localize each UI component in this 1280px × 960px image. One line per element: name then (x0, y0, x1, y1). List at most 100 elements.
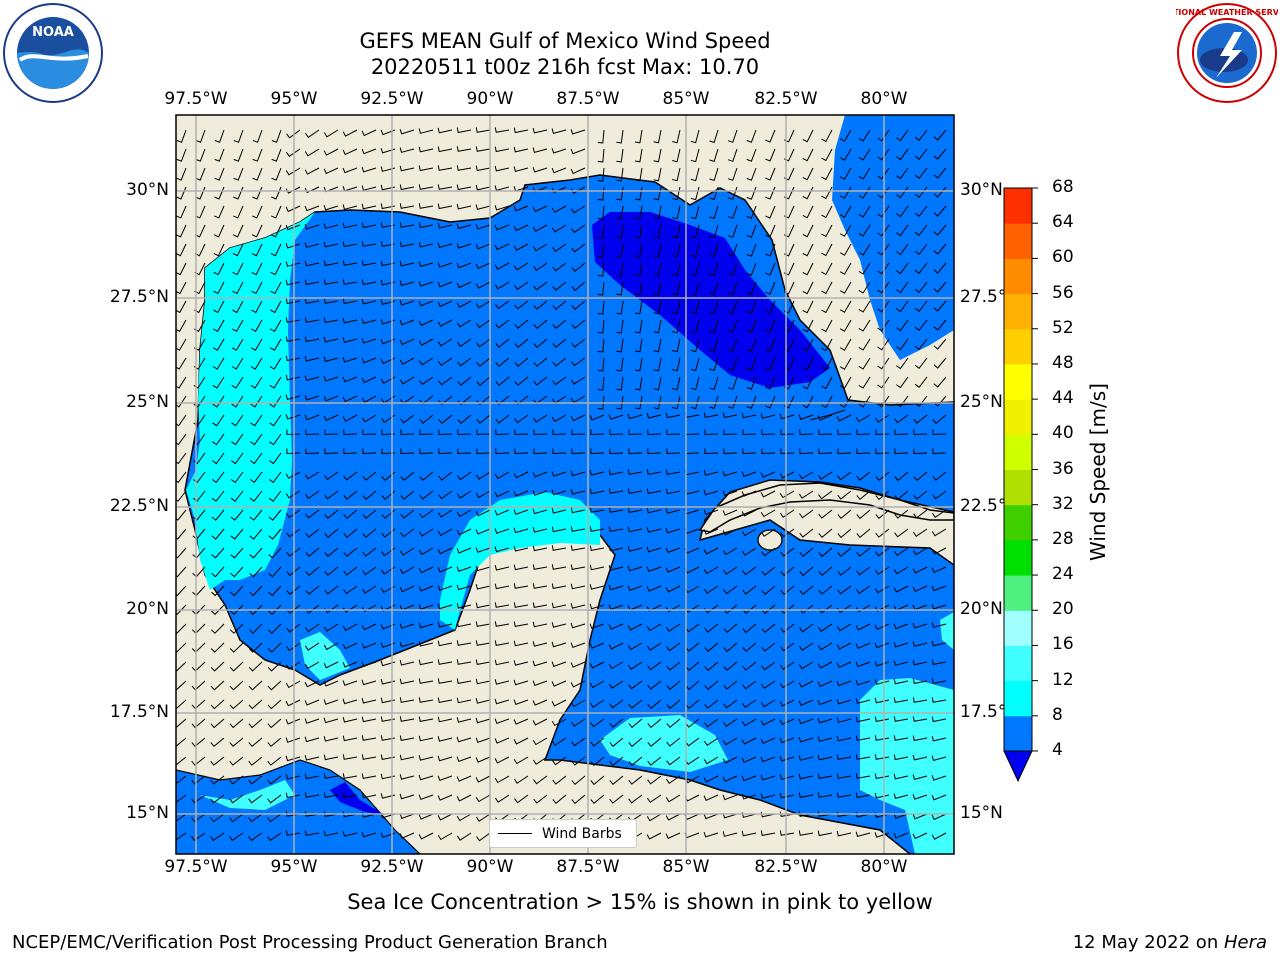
wind-barb (597, 300, 605, 315)
wind-barb (176, 262, 187, 276)
wind-barb (765, 224, 776, 238)
wind-barb (779, 792, 795, 799)
wind-barb (457, 471, 472, 481)
wind-barb (248, 718, 263, 729)
wind-barb (285, 317, 301, 323)
wind-barb (690, 357, 700, 372)
wind-barb (361, 697, 377, 704)
wind-barb (419, 509, 434, 519)
wind-barb (513, 640, 529, 647)
wind-barb (817, 736, 833, 742)
wind-barb (495, 338, 510, 348)
wind-barb (229, 813, 244, 823)
wind-barb (779, 413, 795, 420)
wind-barb (438, 471, 453, 481)
wind-barb (722, 794, 738, 801)
wind-barb (570, 488, 586, 495)
wind-barb (268, 547, 282, 559)
wind-barb (875, 509, 890, 520)
wind-barb (532, 699, 548, 706)
wind-barb (817, 471, 833, 480)
wind-barb (380, 148, 396, 154)
wind-barb (305, 448, 320, 455)
wind-barb (709, 129, 719, 144)
wind-barb (513, 737, 529, 745)
wind-barb (893, 735, 909, 741)
wind-barb (746, 243, 757, 257)
wind-barb (456, 203, 472, 210)
wind-barb (494, 775, 510, 784)
wind-barb (418, 241, 434, 248)
wind-barb (286, 585, 301, 596)
wind-barb (628, 775, 643, 785)
wind-barb (342, 792, 358, 798)
lon-label: 82.5°W (754, 857, 818, 877)
lon-label: 85°W (662, 89, 710, 109)
wind-barb (855, 735, 871, 741)
wind-barb (476, 376, 491, 387)
wind-barb (214, 167, 225, 181)
wind-barb (251, 262, 263, 276)
wind-barb (802, 262, 814, 276)
wind-barb (597, 224, 605, 239)
wind-barb (839, 167, 852, 180)
wind-barb (893, 585, 909, 593)
wind-barb (931, 735, 947, 742)
colorbar-band (1004, 363, 1032, 400)
wind-barb (703, 831, 719, 838)
wind-barb (268, 585, 282, 597)
wind-barb (761, 623, 776, 634)
wind-barb (933, 338, 947, 350)
wind-barb (571, 338, 586, 348)
wind-barb (760, 737, 776, 744)
wind-barb (912, 716, 928, 722)
wind-barb (323, 317, 339, 324)
lat-label: 25°N (126, 392, 169, 412)
wind-barb (380, 832, 396, 839)
wind-barb (323, 167, 339, 175)
map-legend: Wind Barbs (489, 819, 637, 848)
wind-barb (709, 376, 719, 391)
wind-barb (195, 148, 206, 162)
wind-barb (270, 243, 282, 257)
wind-barb (723, 585, 738, 595)
wind-barb (192, 471, 206, 484)
wind-barb (343, 471, 358, 481)
wind-barb (551, 622, 567, 628)
wind-barb (727, 205, 738, 219)
wind-barb (552, 243, 567, 253)
wind-barb (839, 205, 852, 218)
wind-barb (709, 357, 719, 372)
wind-barbs (176, 127, 947, 843)
wind-barb (532, 471, 548, 478)
wind-barb (285, 718, 301, 725)
wind-barb (342, 260, 358, 266)
wind-barb (494, 528, 510, 534)
wind-barb (229, 661, 244, 672)
wind-barb (914, 129, 928, 142)
wind-barb (552, 319, 567, 330)
wind-barb (212, 319, 225, 332)
wind-barb (552, 429, 567, 436)
wind-barb (653, 148, 662, 163)
wind-barb (818, 429, 833, 436)
wind-barb (438, 448, 453, 455)
wind-barb (476, 414, 491, 424)
wind-barb (418, 813, 434, 820)
wind-barb (780, 547, 795, 557)
wind-barb (513, 583, 529, 589)
wind-barb (361, 773, 377, 779)
wind-barb (570, 699, 586, 708)
wind-barb (324, 490, 339, 500)
wind-barb (912, 659, 928, 666)
wind-barb (746, 338, 757, 352)
wind-barb (672, 281, 681, 296)
wind-barb (821, 148, 833, 162)
wind-barb (437, 127, 453, 134)
wind-barb (285, 279, 301, 286)
wind-barb (399, 300, 415, 306)
wind-barb (399, 222, 415, 228)
wind-barb (249, 604, 263, 616)
wind-barb (746, 395, 757, 409)
wind-barb (858, 167, 871, 180)
